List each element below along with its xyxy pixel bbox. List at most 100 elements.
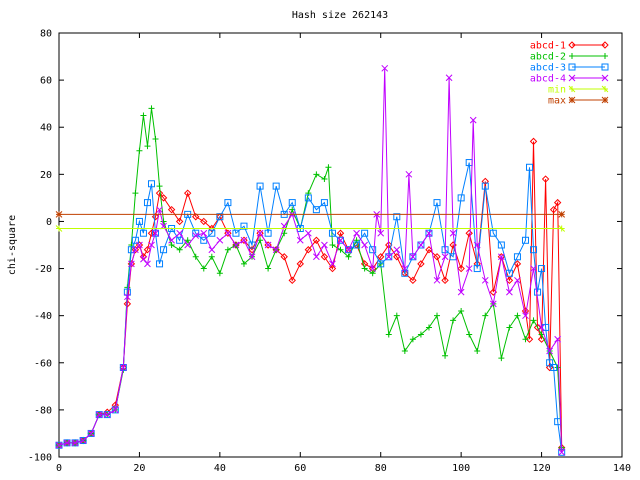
data-point-abcd-2 — [401, 348, 408, 354]
data-point-abcd-3 — [248, 241, 256, 249]
data-point-abcd-1 — [183, 189, 192, 197]
data-point-abcd-1 — [147, 229, 156, 237]
data-point-abcd-2 — [530, 317, 537, 324]
data-point-abcd-1 — [505, 276, 514, 285]
data-point-abcd-3 — [353, 241, 361, 249]
data-point-abcd-3 — [457, 194, 465, 202]
data-point-abcd-3 — [208, 229, 216, 237]
data-point-abcd-3 — [401, 269, 409, 277]
data-point-abcd-4 — [361, 241, 368, 249]
data-point-abcd-2 — [474, 348, 481, 354]
data-point-abcd-1 — [167, 205, 176, 214]
data-point-abcd-3 — [143, 199, 151, 207]
data-point-abcd-2 — [208, 253, 215, 260]
y-tick-label: 80 — [40, 29, 52, 40]
data-point-abcd-2 — [369, 270, 376, 277]
data-point-abcd-2 — [345, 253, 352, 260]
data-point-abcd-1 — [224, 229, 232, 237]
data-point-abcd-4 — [240, 236, 248, 244]
data-point-abcd-2 — [168, 242, 175, 248]
legend-marker-max — [601, 96, 609, 104]
y-tick-label: -60 — [34, 358, 52, 369]
data-point-abcd-4 — [148, 241, 155, 249]
data-point-abcd-3 — [369, 246, 377, 254]
data-point-abcd-4 — [522, 312, 529, 320]
data-point-abcd-2 — [385, 331, 392, 338]
data-point-abcd-1 — [545, 363, 554, 372]
y-tick-label: -20 — [34, 264, 52, 275]
data-point-abcd-4 — [168, 236, 175, 244]
data-point-abcd-1 — [123, 300, 132, 308]
data-point-abcd-2 — [224, 246, 231, 253]
x-tick-label: 140 — [613, 463, 631, 474]
data-point-abcd-1 — [533, 323, 542, 332]
data-point-abcd-4 — [425, 229, 433, 237]
data-point-abcd-4 — [103, 411, 111, 418]
legend-label-min: min — [548, 85, 566, 96]
legend-marker-abcd-4 — [601, 74, 609, 82]
data-point-abcd-3 — [505, 269, 513, 277]
data-point-abcd-4 — [208, 246, 216, 254]
data-point-abcd-1 — [264, 241, 272, 249]
x-tick-label: 60 — [294, 463, 306, 474]
data-point-abcd-3 — [497, 241, 505, 249]
data-point-abcd-1 — [377, 253, 385, 261]
data-point-abcd-2 — [522, 336, 529, 343]
legend-marker-abcd-1 — [601, 41, 609, 49]
data-point-abcd-3 — [328, 229, 336, 237]
data-point-abcd-1 — [175, 217, 184, 226]
y-tick-label: 60 — [40, 76, 52, 87]
data-point-abcd-1 — [549, 205, 558, 214]
data-point-abcd-3 — [264, 229, 272, 237]
data-point-abcd-4 — [353, 229, 360, 237]
data-point-abcd-2 — [466, 331, 473, 338]
data-point-abcd-3 — [224, 199, 232, 207]
data-point-abcd-2 — [240, 260, 247, 267]
legend-marker-abcd-2 — [569, 53, 575, 59]
data-point-abcd-4 — [329, 260, 336, 268]
data-point-abcd-1 — [208, 224, 216, 233]
data-point-abcd-2 — [506, 324, 513, 331]
data-point-abcd-4 — [224, 229, 232, 237]
data-point-abcd-1 — [320, 253, 329, 261]
data-point-abcd-3 — [216, 213, 224, 221]
x-tick-label: 100 — [452, 463, 470, 474]
data-point-abcd-3 — [79, 437, 87, 445]
data-point-abcd-4 — [95, 411, 103, 418]
data-point-abcd-4 — [345, 246, 352, 254]
data-point-abcd-4 — [124, 293, 131, 301]
data-point-abcd-4 — [514, 276, 521, 284]
data-point-abcd-3 — [473, 265, 481, 273]
data-point-abcd-1 — [312, 236, 321, 244]
data-point-abcd-1 — [200, 217, 208, 226]
y-tick-label: -100 — [28, 453, 52, 464]
data-point-abcd-4 — [554, 335, 562, 343]
data-point-abcd-4 — [433, 276, 441, 284]
x-tick-label: 20 — [133, 463, 145, 474]
data-point-abcd-4 — [546, 347, 553, 355]
data-point-abcd-4 — [313, 253, 320, 261]
data-point-abcd-2 — [554, 364, 561, 371]
data-point-abcd-2 — [514, 312, 521, 319]
legend-marker-max — [568, 96, 576, 104]
data-point-abcd-3 — [546, 359, 554, 367]
data-point-abcd-3 — [481, 182, 489, 190]
data-point-abcd-4 — [489, 300, 497, 308]
data-point-abcd-4 — [136, 241, 143, 249]
data-point-abcd-4 — [481, 276, 489, 284]
data-point-abcd-3 — [87, 429, 95, 437]
data-point-abcd-3 — [542, 323, 550, 331]
data-point-abcd-2 — [337, 246, 344, 253]
data-point-abcd-1 — [155, 189, 164, 197]
legend-marker-min — [568, 85, 576, 93]
data-point-abcd-2 — [393, 312, 400, 319]
data-point-abcd-4 — [401, 265, 409, 272]
data-point-abcd-4 — [469, 116, 477, 124]
x-tick-label: 40 — [214, 463, 226, 474]
data-point-abcd-3 — [393, 213, 401, 221]
data-point-abcd-4 — [216, 236, 224, 244]
data-point-abcd-2 — [152, 136, 159, 142]
data-point-abcd-3 — [111, 406, 119, 414]
data-point-abcd-3 — [320, 199, 328, 207]
